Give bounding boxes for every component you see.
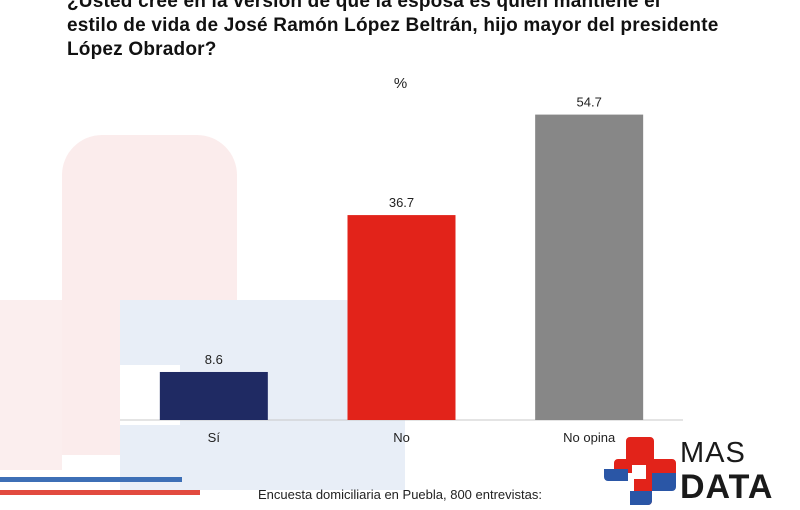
category-label: Sí	[208, 430, 221, 445]
mas-data-logo: MAS DATA	[602, 435, 792, 506]
bar	[347, 215, 456, 420]
bar	[159, 371, 268, 420]
category-label: No	[393, 430, 410, 445]
chart-title-line: López Obrador?	[67, 39, 217, 60]
medical-cross-icon	[604, 437, 676, 505]
data-label: 54.7	[577, 95, 602, 110]
chart-title: ¿Usted cree en la versión de que la espo…	[67, 0, 767, 62]
data-label: 8.6	[205, 352, 223, 367]
bar	[535, 114, 644, 420]
decorative-stripe-red	[0, 490, 200, 495]
unit-label: %	[393, 75, 408, 92]
logo-text-mas: MAS	[680, 437, 746, 469]
logo-text-data: DATA	[680, 468, 774, 506]
footnote: Encuesta domiciliaria en Puebla, 800 ent…	[258, 487, 542, 502]
chart-title-line: estilo de vida de José Ramón López Beltr…	[67, 15, 719, 36]
category-label: No opina	[563, 430, 616, 445]
chart-title-line: ¿Usted cree en la versión de que la espo…	[67, 0, 661, 12]
decorative-stripe-blue	[0, 477, 182, 482]
data-label: 36.7	[389, 195, 414, 210]
background-decoration	[0, 300, 62, 470]
